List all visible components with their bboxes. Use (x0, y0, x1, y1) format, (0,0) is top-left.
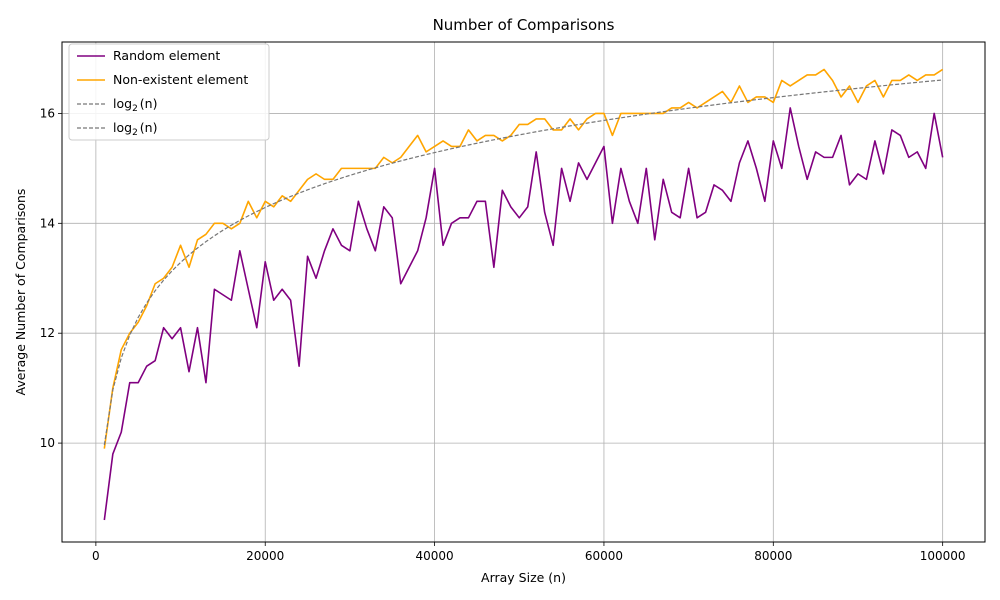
series-line-log2 (103, 79, 943, 446)
legend-box (68, 43, 270, 141)
legend-entry-label: log2 (n) (113, 96, 157, 114)
x-tick-label: 0 (92, 549, 100, 563)
legend-entry-label: Random element (113, 48, 220, 63)
x-tick-label: 60000 (585, 549, 623, 563)
x-tick-label: 80000 (754, 549, 792, 563)
x-tick-label: 40000 (415, 549, 453, 563)
legend-entry-label: log2 (n) (113, 120, 157, 138)
legend-entry-label: Non-existent element (113, 72, 248, 87)
x-tick-label: 20000 (246, 549, 284, 563)
y-tick-label: 16 (40, 106, 55, 120)
y-tick-label: 10 (40, 436, 55, 450)
chart-title: Number of Comparisons (433, 16, 615, 34)
series-line-non-existent-element (103, 68, 944, 449)
x-axis-label: Array Size (n) (481, 570, 566, 585)
series-line-random-element (103, 107, 944, 521)
legend: Random element Non-existent element log2 (n… (68, 43, 270, 141)
series-lines (103, 68, 944, 521)
grid (62, 42, 985, 542)
y-axis-label: Average Number of Comparisons (13, 189, 28, 396)
axis-ticks: 0 20000 40000 60000 80000 100000 10 12 14 16 (40, 106, 966, 563)
plot-area-frame (61, 41, 986, 543)
y-tick-label: 12 (40, 326, 55, 340)
x-tick-label: 100000 (920, 549, 966, 563)
y-tick-label: 14 (40, 216, 55, 230)
